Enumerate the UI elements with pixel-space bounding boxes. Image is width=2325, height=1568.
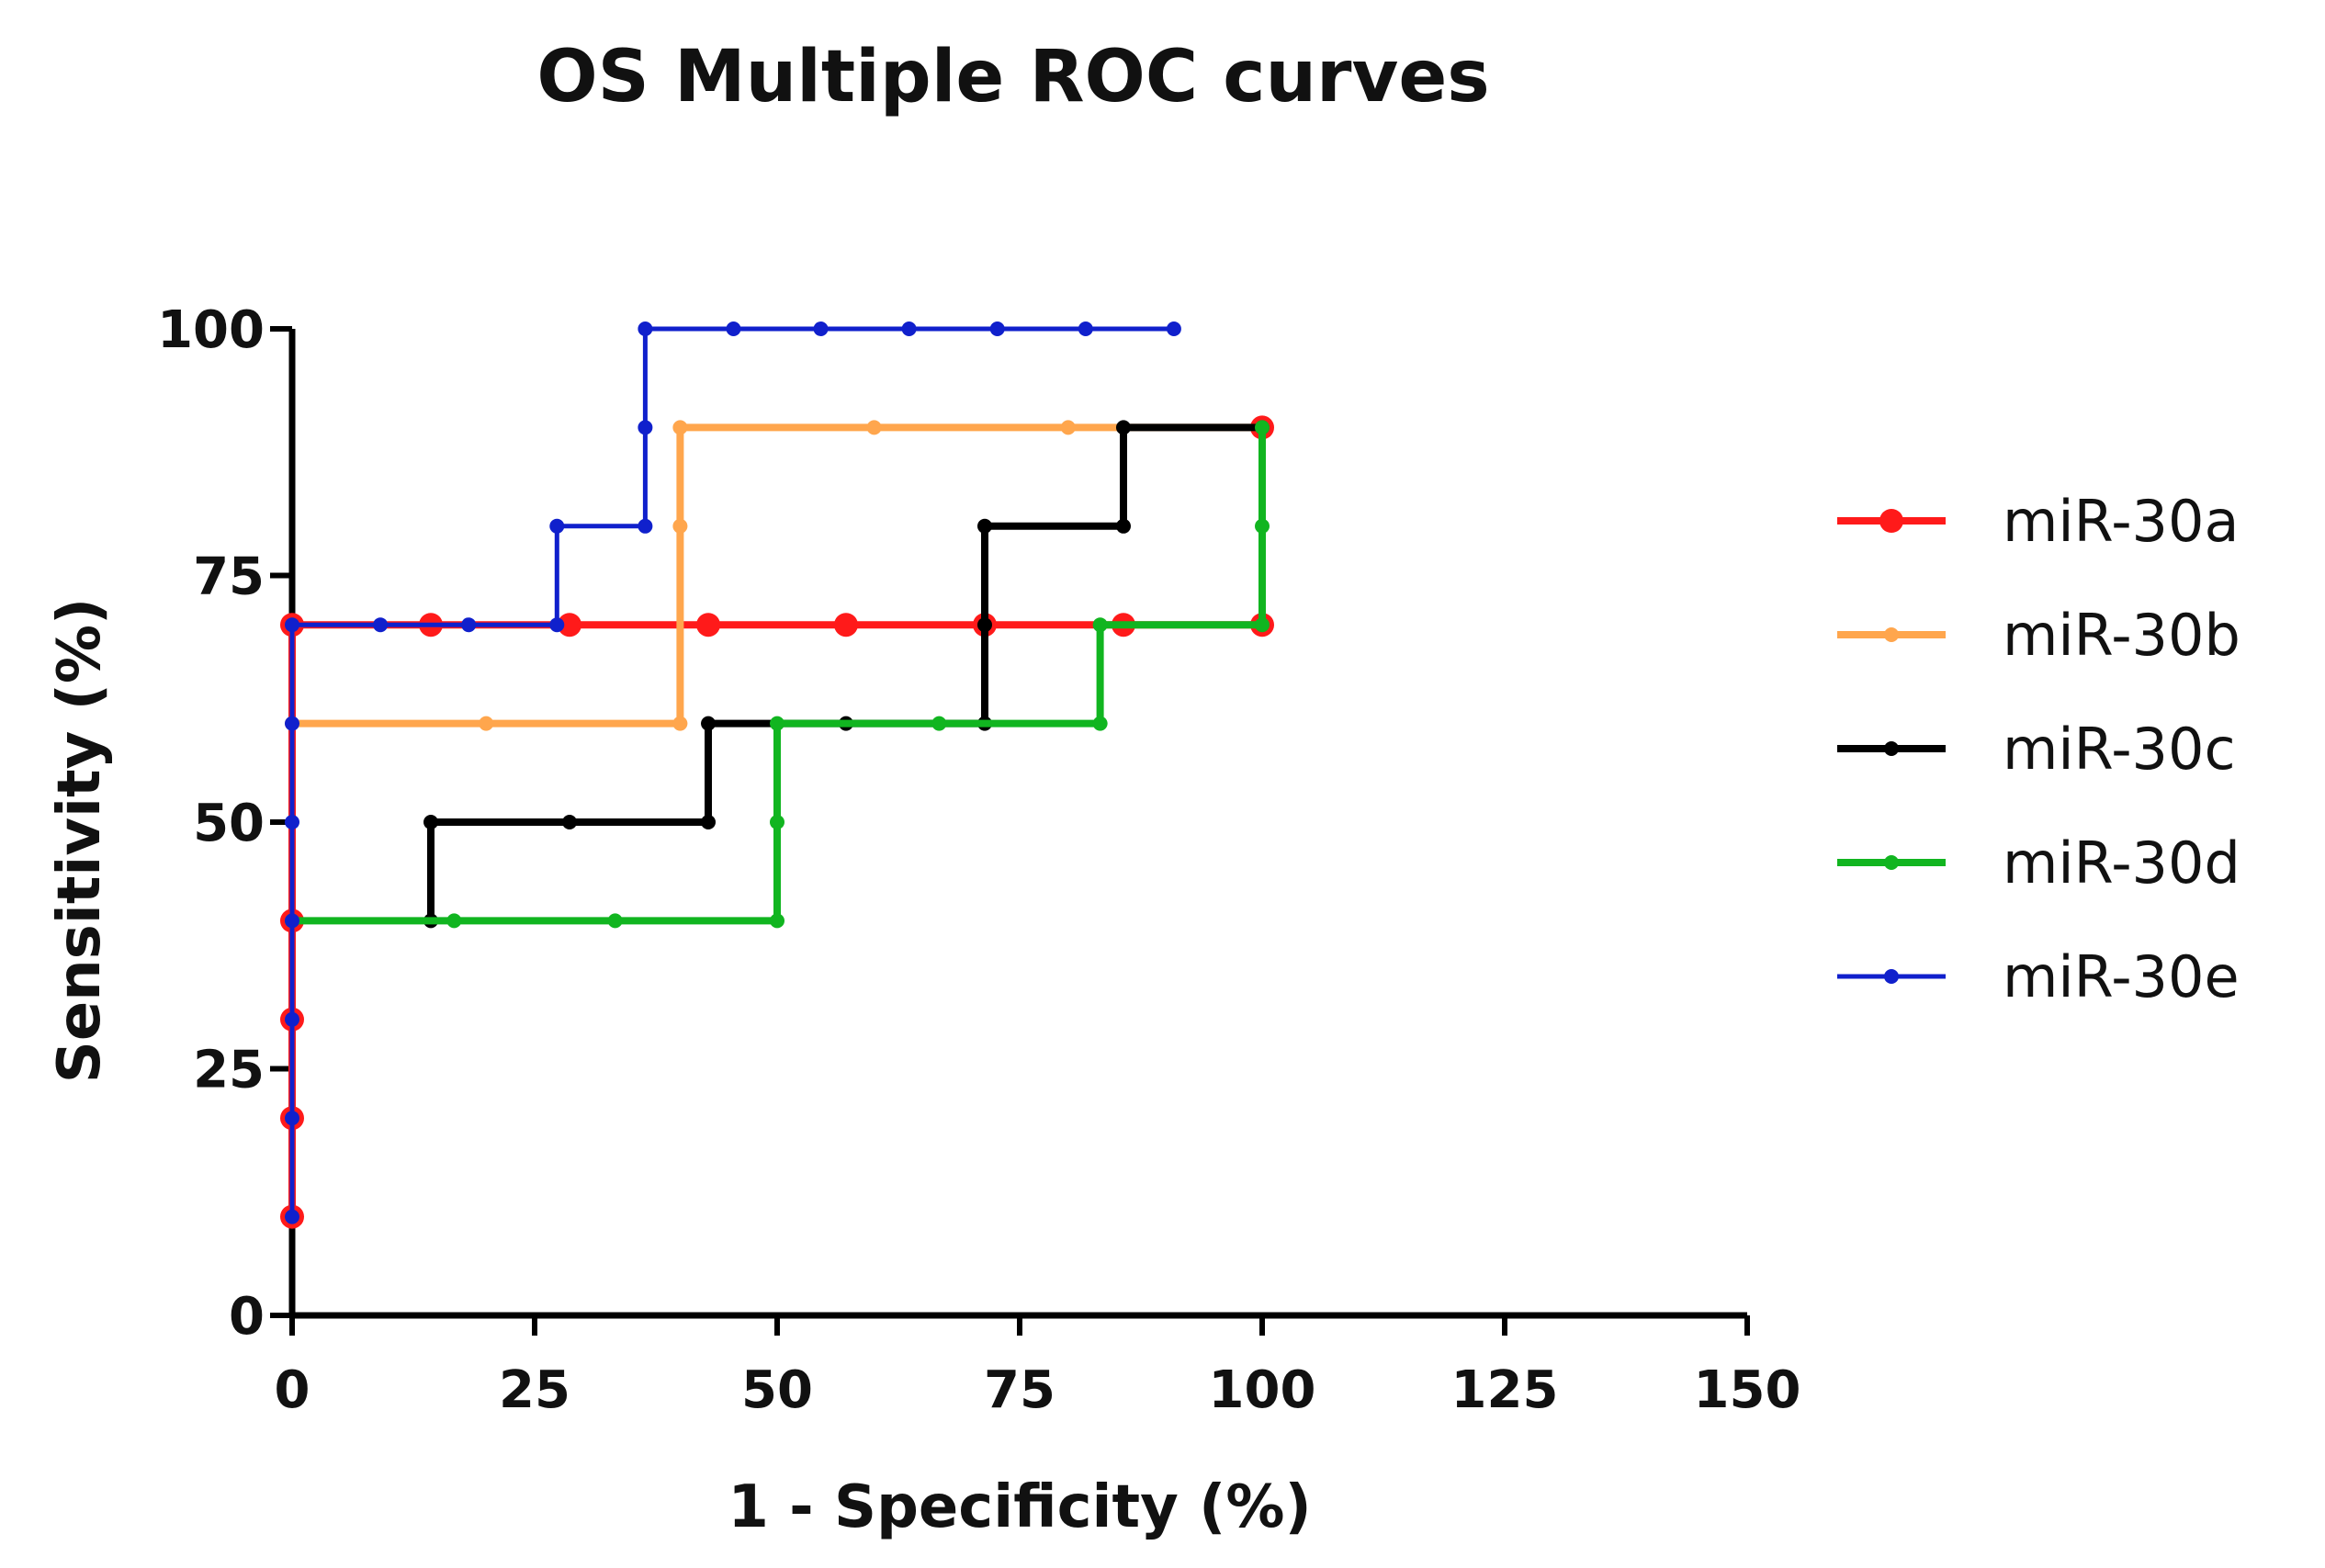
series-line [289, 326, 1174, 1217]
data-point [638, 518, 653, 534]
data-point [672, 518, 688, 534]
data-point [1255, 420, 1270, 435]
data-point [770, 716, 784, 731]
data-point [446, 913, 462, 929]
data-point [638, 420, 653, 435]
legend-label: miR-30d [2003, 829, 2240, 897]
legend-label: miR-30c [2003, 716, 2236, 783]
data-point [1166, 321, 1181, 336]
legend-item: miR-30d [1837, 829, 2240, 897]
data-point [833, 613, 858, 637]
data-point [285, 716, 299, 731]
x-tick-label: 0 [275, 1360, 310, 1420]
data-point [976, 617, 992, 633]
data-point [285, 1011, 299, 1027]
legend-item: miR-30a [1837, 488, 2239, 555]
data-point [285, 1111, 299, 1126]
x-tick-label: 100 [1209, 1360, 1316, 1420]
data-point [770, 913, 784, 929]
data-point [901, 321, 917, 336]
data-point [479, 716, 494, 731]
data-point [701, 716, 717, 731]
data-point [1115, 420, 1131, 435]
data-point [989, 321, 1005, 336]
chart-title: OS Multiple ROC curves [536, 36, 1489, 118]
x-tick-label: 150 [1694, 1360, 1801, 1420]
data-point [1078, 321, 1093, 336]
data-point [1060, 420, 1076, 435]
data-point [701, 815, 717, 829]
series-mir-30c [423, 420, 1270, 929]
legend-label: miR-30a [2003, 488, 2239, 555]
data-point [607, 913, 623, 929]
x-tick-label: 25 [499, 1360, 570, 1420]
legend-swatch-marker [1884, 627, 1899, 642]
data-point [1255, 617, 1270, 633]
legend-item: miR-30c [1837, 716, 2236, 783]
data-point [558, 613, 582, 637]
x-tick-label: 125 [1451, 1360, 1559, 1420]
series-line [292, 427, 1266, 925]
series-mir-30e [285, 321, 1181, 1224]
series-line [292, 423, 1262, 728]
data-point [866, 420, 882, 435]
data-point [285, 815, 299, 829]
data-point [1255, 518, 1270, 534]
data-point [562, 815, 578, 829]
data-point [549, 617, 565, 633]
data-point [549, 518, 565, 534]
y-tick-label: 50 [193, 794, 265, 853]
data-point [726, 321, 741, 336]
axes: 0 25 50 75 100 125 150 0 25 50 75 100 [157, 300, 1800, 1420]
legend-swatch-marker [1884, 741, 1899, 756]
legend-swatch-marker [1884, 855, 1899, 870]
y-tick-label: 25 [193, 1041, 265, 1100]
data-point [285, 617, 299, 633]
legend-item: miR-30b [1837, 602, 2240, 669]
data-point [813, 321, 829, 336]
data-point [285, 913, 299, 929]
data-point [1115, 518, 1131, 534]
data-point [770, 815, 784, 829]
data-point [976, 518, 992, 534]
legend-label: miR-30e [2003, 943, 2240, 1010]
data-point [285, 1209, 299, 1224]
data-point [1092, 716, 1108, 731]
data-point [373, 617, 389, 633]
data-point [1092, 617, 1108, 633]
y-tick-label: 0 [229, 1287, 265, 1347]
data-point [461, 617, 477, 633]
y-tick-label: 100 [157, 300, 265, 360]
data-point [672, 420, 688, 435]
legend-swatch-marker [1879, 509, 1903, 533]
y-tick-label: 75 [193, 547, 265, 607]
x-axis-label: 1 - Specificity (%) [728, 1473, 1311, 1541]
data-point [423, 815, 439, 829]
x-tick-label: 75 [984, 1360, 1055, 1420]
legend-label: miR-30b [2003, 602, 2240, 669]
legend-item: miR-30e [1837, 943, 2240, 1010]
data-point [638, 321, 653, 336]
y-axis-label: Sensitivity (%) [46, 598, 114, 1084]
x-tick-label: 50 [741, 1360, 813, 1420]
data-point [696, 613, 721, 637]
data-point [672, 716, 688, 731]
legend: miR-30a miR-30b miR-30c miR-30d miR-30e [1837, 488, 2240, 1010]
legend-swatch-marker [1884, 969, 1899, 984]
data-point [931, 716, 947, 731]
series-layer [280, 321, 1274, 1229]
series-line [427, 423, 1262, 921]
